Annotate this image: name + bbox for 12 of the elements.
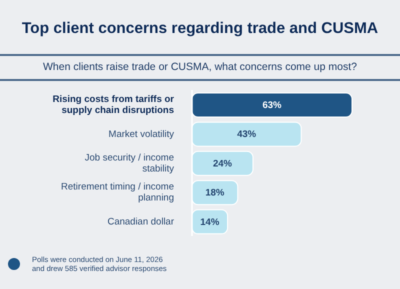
chart-subtitle: When clients raise trade or CUSMA, what concerns come up most? — [42, 61, 358, 73]
data-label: 24% — [212, 158, 233, 170]
y-tick-label: Job security / income stability — [84, 152, 174, 174]
y-tick-label: Canadian dollar — [107, 216, 174, 227]
y-tick-label: Market volatility — [108, 128, 174, 140]
data-label: 63% — [262, 100, 282, 112]
data-label: 18% — [205, 188, 225, 199]
data-label: 43% — [237, 129, 257, 140]
data-label: 14% — [200, 216, 220, 228]
y-tick-label: Rising costs from tariffs or supply chain disruptions — [52, 94, 174, 116]
chart-title: Top client concerns regarding trade and CUSMA — [20, 20, 380, 38]
y-tick-label: Retirement timing / income planning — [61, 181, 174, 204]
